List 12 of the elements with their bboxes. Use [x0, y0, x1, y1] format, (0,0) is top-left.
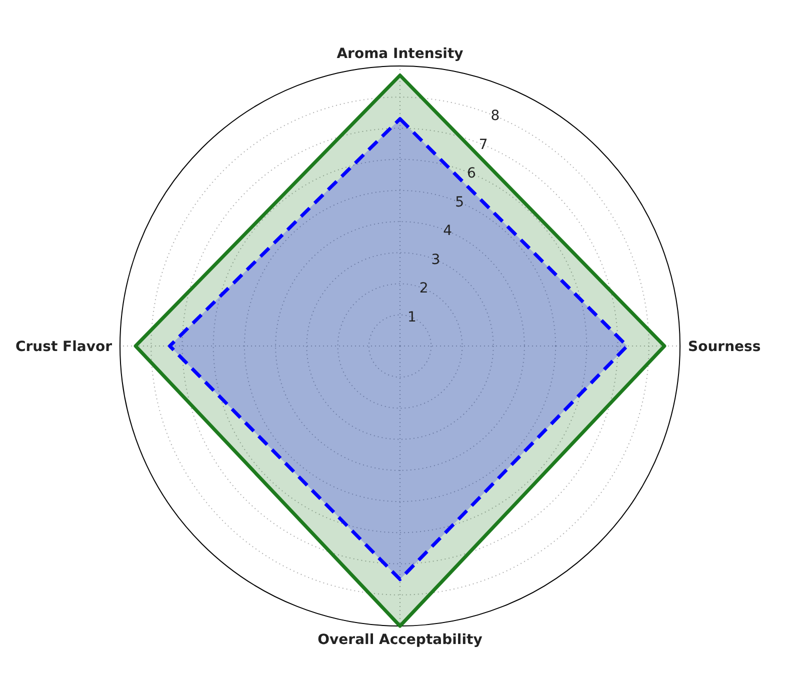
spoke-label: Sourness [688, 338, 761, 355]
y-tick-label: 1 [407, 309, 416, 326]
y-tick-label: 3 [431, 252, 440, 268]
y-tick-label: 2 [419, 280, 428, 297]
spoke-label: Aroma Intensity [336, 46, 464, 62]
y-tick-label: 5 [455, 194, 464, 210]
spoke-label: Overall Acceptability [318, 632, 482, 648]
y-tick-label: 4 [443, 223, 452, 240]
y-tick-label: 6 [466, 166, 476, 182]
y-tick-label: 7 [478, 136, 488, 153]
spoke-label: Crust Flavor [15, 338, 112, 355]
y-tick-label: 8 [490, 108, 500, 124]
